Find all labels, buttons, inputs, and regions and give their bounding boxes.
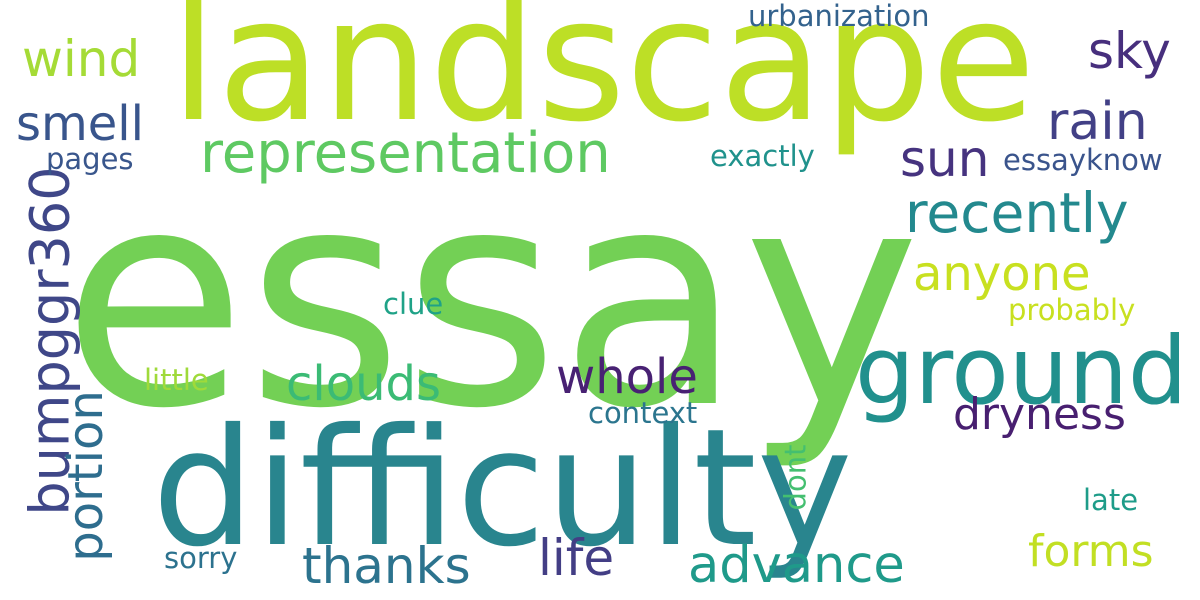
word-representation: representation	[200, 121, 611, 186]
word-urbanization: urbanization	[748, 0, 930, 33]
word-wind: wind	[22, 30, 141, 88]
word-thanks: thanks	[302, 537, 471, 595]
word-sky: sky	[1088, 22, 1171, 80]
word-clue: clue	[383, 287, 444, 321]
word-exactly: exactly	[710, 139, 815, 173]
word-whole: whole	[556, 349, 698, 405]
word-landscape: landscape	[170, 0, 1036, 160]
word-essay: essay	[62, 125, 921, 474]
word-sun: sun	[900, 130, 990, 188]
word-anyone: anyone	[913, 246, 1091, 302]
word-ground: ground	[855, 317, 1188, 426]
word-context: context	[588, 396, 698, 430]
word-probably: probably	[1008, 293, 1136, 327]
word-essayknow: essayknow	[1003, 143, 1163, 177]
word-forms: forms	[1028, 526, 1154, 577]
word-smell: smell	[16, 96, 144, 152]
word-sorry: sorry	[164, 541, 238, 575]
word-advance: advance	[688, 536, 905, 595]
word-recently: recently	[905, 181, 1129, 245]
word-late: late	[1083, 483, 1139, 517]
word-portion: portion	[57, 390, 114, 562]
word-dryness: dryness	[953, 389, 1126, 440]
word-pages: pages	[46, 142, 134, 176]
word-rain: rain	[1047, 92, 1148, 152]
word-dont: dont	[778, 444, 813, 511]
word-clouds: clouds	[286, 356, 441, 412]
word-difficulty: difficulty	[152, 395, 853, 583]
word-life: life	[538, 529, 615, 587]
word-little: little	[144, 363, 209, 397]
